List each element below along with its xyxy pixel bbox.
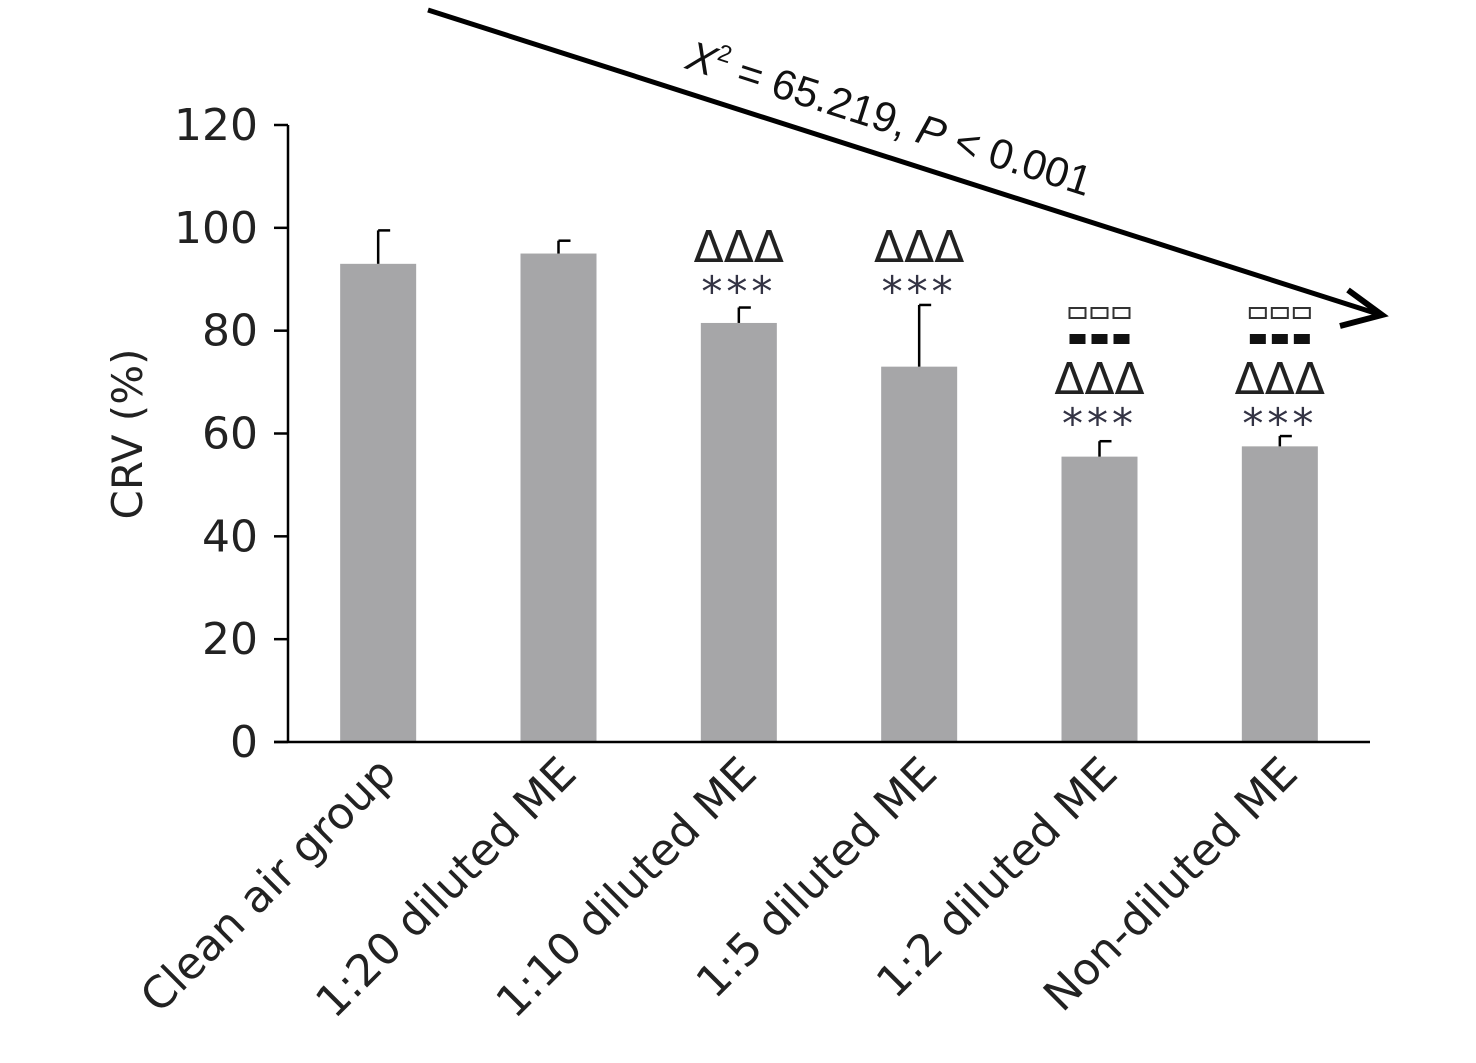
- trend-stat-label: X2 = 65.219, P < 0.001: [680, 31, 1098, 205]
- open-square-mark: [1248, 307, 1267, 319]
- significance-stars: ***: [701, 267, 776, 316]
- y-tick-label: 100: [174, 203, 258, 254]
- bar: [340, 263, 417, 742]
- p-value: < 0.001: [938, 114, 1098, 205]
- significance-stars: ***: [1242, 399, 1317, 448]
- filled-square-mark: [1091, 334, 1108, 344]
- open-square-mark: [1292, 307, 1311, 319]
- significance-deltas: ΔΔΔ: [874, 222, 964, 273]
- significance-layer: ***ΔΔΔ***ΔΔΔ***ΔΔΔ■■■▫▫▫***ΔΔΔ■■■▫▫▫: [694, 222, 1325, 448]
- significance-deltas: ΔΔΔ: [1235, 354, 1325, 405]
- filled-square-mark: [1271, 334, 1288, 344]
- y-tick-label: 60: [202, 409, 258, 460]
- filled-square-mark: [1069, 334, 1086, 344]
- open-square-mark: [1090, 307, 1109, 319]
- y-tick-label: 120: [174, 100, 258, 151]
- significance-deltas: ΔΔΔ: [1054, 354, 1144, 405]
- bars-layer: [340, 253, 1318, 742]
- filled-square-mark: [1113, 334, 1130, 344]
- bar: [700, 322, 777, 742]
- open-square-mark: [1068, 307, 1087, 319]
- y-tick-label: 0: [230, 717, 258, 768]
- y-tick-label: 80: [202, 306, 258, 357]
- trend-arrow-line: [427, 7, 1379, 317]
- significance-open-squares: [1068, 307, 1131, 319]
- significance-filled-squares: [1249, 334, 1310, 344]
- significance-stars: ***: [882, 267, 957, 316]
- bar: [1061, 456, 1138, 742]
- open-square-mark: [1112, 307, 1131, 319]
- significance-deltas: ΔΔΔ: [694, 222, 784, 273]
- error-bars-layer: [376, 229, 1292, 457]
- bar: [520, 253, 597, 742]
- y-tick-label: 20: [202, 614, 258, 665]
- filled-square-mark: [1249, 334, 1266, 344]
- y-axis-title: CRV (%): [103, 349, 152, 520]
- significance-filled-squares: [1069, 334, 1130, 344]
- trend-arrow-head: [1339, 287, 1389, 329]
- bar: [881, 366, 958, 742]
- filled-square-mark: [1293, 334, 1310, 344]
- significance-stars: ***: [1062, 399, 1137, 448]
- bar: [1241, 446, 1318, 742]
- open-square-mark: [1270, 307, 1289, 319]
- y-tick-label: 40: [202, 511, 258, 562]
- significance-open-squares: [1248, 307, 1311, 319]
